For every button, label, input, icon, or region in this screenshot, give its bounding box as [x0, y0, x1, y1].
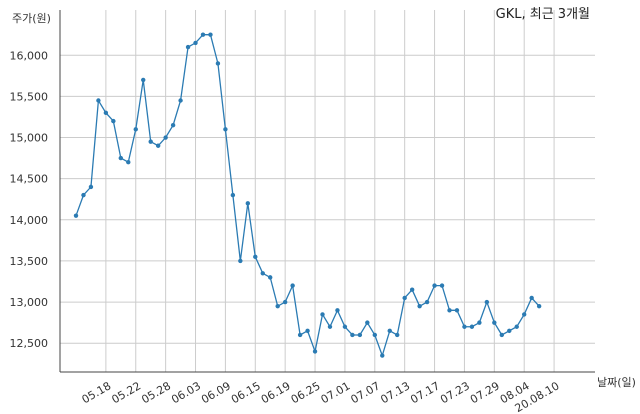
data-point — [111, 118, 116, 124]
data-point — [208, 32, 213, 37]
data-point — [417, 303, 422, 309]
y-axis-title: 주가(원) — [12, 12, 51, 25]
data-point — [365, 320, 370, 325]
data-point — [350, 332, 355, 338]
data-point — [432, 283, 437, 288]
data-point — [230, 192, 236, 198]
data-point — [155, 143, 161, 148]
data-point — [170, 122, 176, 128]
data-point — [260, 271, 265, 276]
chart-title: GKL, 최근 3개월 — [496, 7, 590, 22]
data-point — [507, 328, 512, 334]
y-tick-label: 14,500 — [10, 173, 49, 186]
x-tick-label: 06.03 — [169, 379, 203, 406]
data-point — [282, 299, 288, 305]
x-tick-label: 07.23 — [438, 379, 472, 406]
data-point — [424, 299, 430, 305]
y-tick-label: 15,000 — [10, 132, 49, 145]
data-point — [297, 332, 303, 338]
data-point — [238, 258, 243, 264]
data-point — [305, 328, 310, 334]
data-point — [357, 332, 363, 338]
data-point — [178, 98, 183, 103]
y-tick-label: 15,500 — [10, 90, 49, 103]
x-tick-label: 06.09 — [199, 379, 233, 406]
grid-lines — [60, 10, 595, 372]
data-point — [499, 332, 504, 338]
data-point — [536, 303, 542, 309]
x-tick-label: 05.18 — [80, 379, 114, 406]
data-point — [469, 324, 475, 329]
data-point — [312, 349, 318, 354]
y-tick-label: 13,000 — [10, 296, 49, 309]
data-point — [387, 328, 392, 334]
data-point — [529, 295, 534, 301]
data-point — [290, 283, 295, 288]
data-point — [215, 61, 221, 66]
data-point — [193, 40, 198, 46]
x-axis-title: 날짜(일) — [597, 375, 636, 389]
data-point — [492, 320, 497, 325]
data-point — [88, 184, 94, 190]
data-point — [447, 308, 452, 313]
data-point — [126, 160, 131, 165]
x-tick-label: 06.19 — [259, 379, 293, 406]
price-line — [75, 34, 540, 358]
y-tick-label: 12,500 — [10, 337, 49, 350]
data-point — [409, 287, 415, 292]
data-point — [439, 283, 445, 288]
y-tick-label: 16,000 — [10, 49, 49, 62]
data-point — [96, 98, 101, 103]
data-point — [103, 110, 109, 116]
data-point — [133, 127, 138, 132]
data-point — [73, 213, 79, 218]
data-point — [514, 324, 519, 329]
data-point — [484, 299, 490, 305]
y-tick-label: 14,000 — [10, 214, 49, 227]
x-tick-label: 07.07 — [349, 379, 383, 406]
data-point — [342, 324, 348, 329]
data-point — [268, 275, 273, 280]
data-point — [462, 324, 467, 329]
data-point — [522, 312, 527, 317]
data-point — [185, 44, 191, 50]
x-tick-label: 07.13 — [378, 379, 412, 406]
x-tick-label: 07.01 — [319, 379, 353, 406]
x-tick-label: 05.22 — [109, 379, 143, 406]
axes — [59, 10, 595, 373]
data-point — [380, 353, 385, 358]
data-point — [141, 77, 146, 83]
x-tick-label: 06.15 — [229, 379, 263, 406]
data-point — [477, 320, 482, 325]
series-layer — [73, 32, 542, 358]
data-point — [335, 308, 340, 313]
data-point — [163, 135, 168, 140]
x-tick-label: 05.28 — [139, 379, 173, 406]
data-point — [327, 324, 333, 329]
y-tick-label: 13,500 — [10, 255, 49, 268]
data-point — [200, 32, 206, 37]
data-point — [223, 127, 228, 132]
data-point — [372, 332, 377, 338]
x-tick-label: 07.17 — [408, 379, 442, 406]
data-point — [275, 303, 280, 309]
data-point — [454, 308, 460, 313]
data-point — [395, 332, 400, 338]
data-point — [245, 201, 251, 206]
x-tick-label: 07.29 — [468, 379, 502, 406]
data-point — [81, 192, 86, 198]
data-point — [253, 254, 258, 260]
data-point — [148, 139, 153, 144]
data-point — [118, 155, 124, 161]
data-point — [402, 295, 407, 301]
data-point — [320, 312, 325, 317]
x-tick-label: 06.25 — [289, 379, 323, 406]
